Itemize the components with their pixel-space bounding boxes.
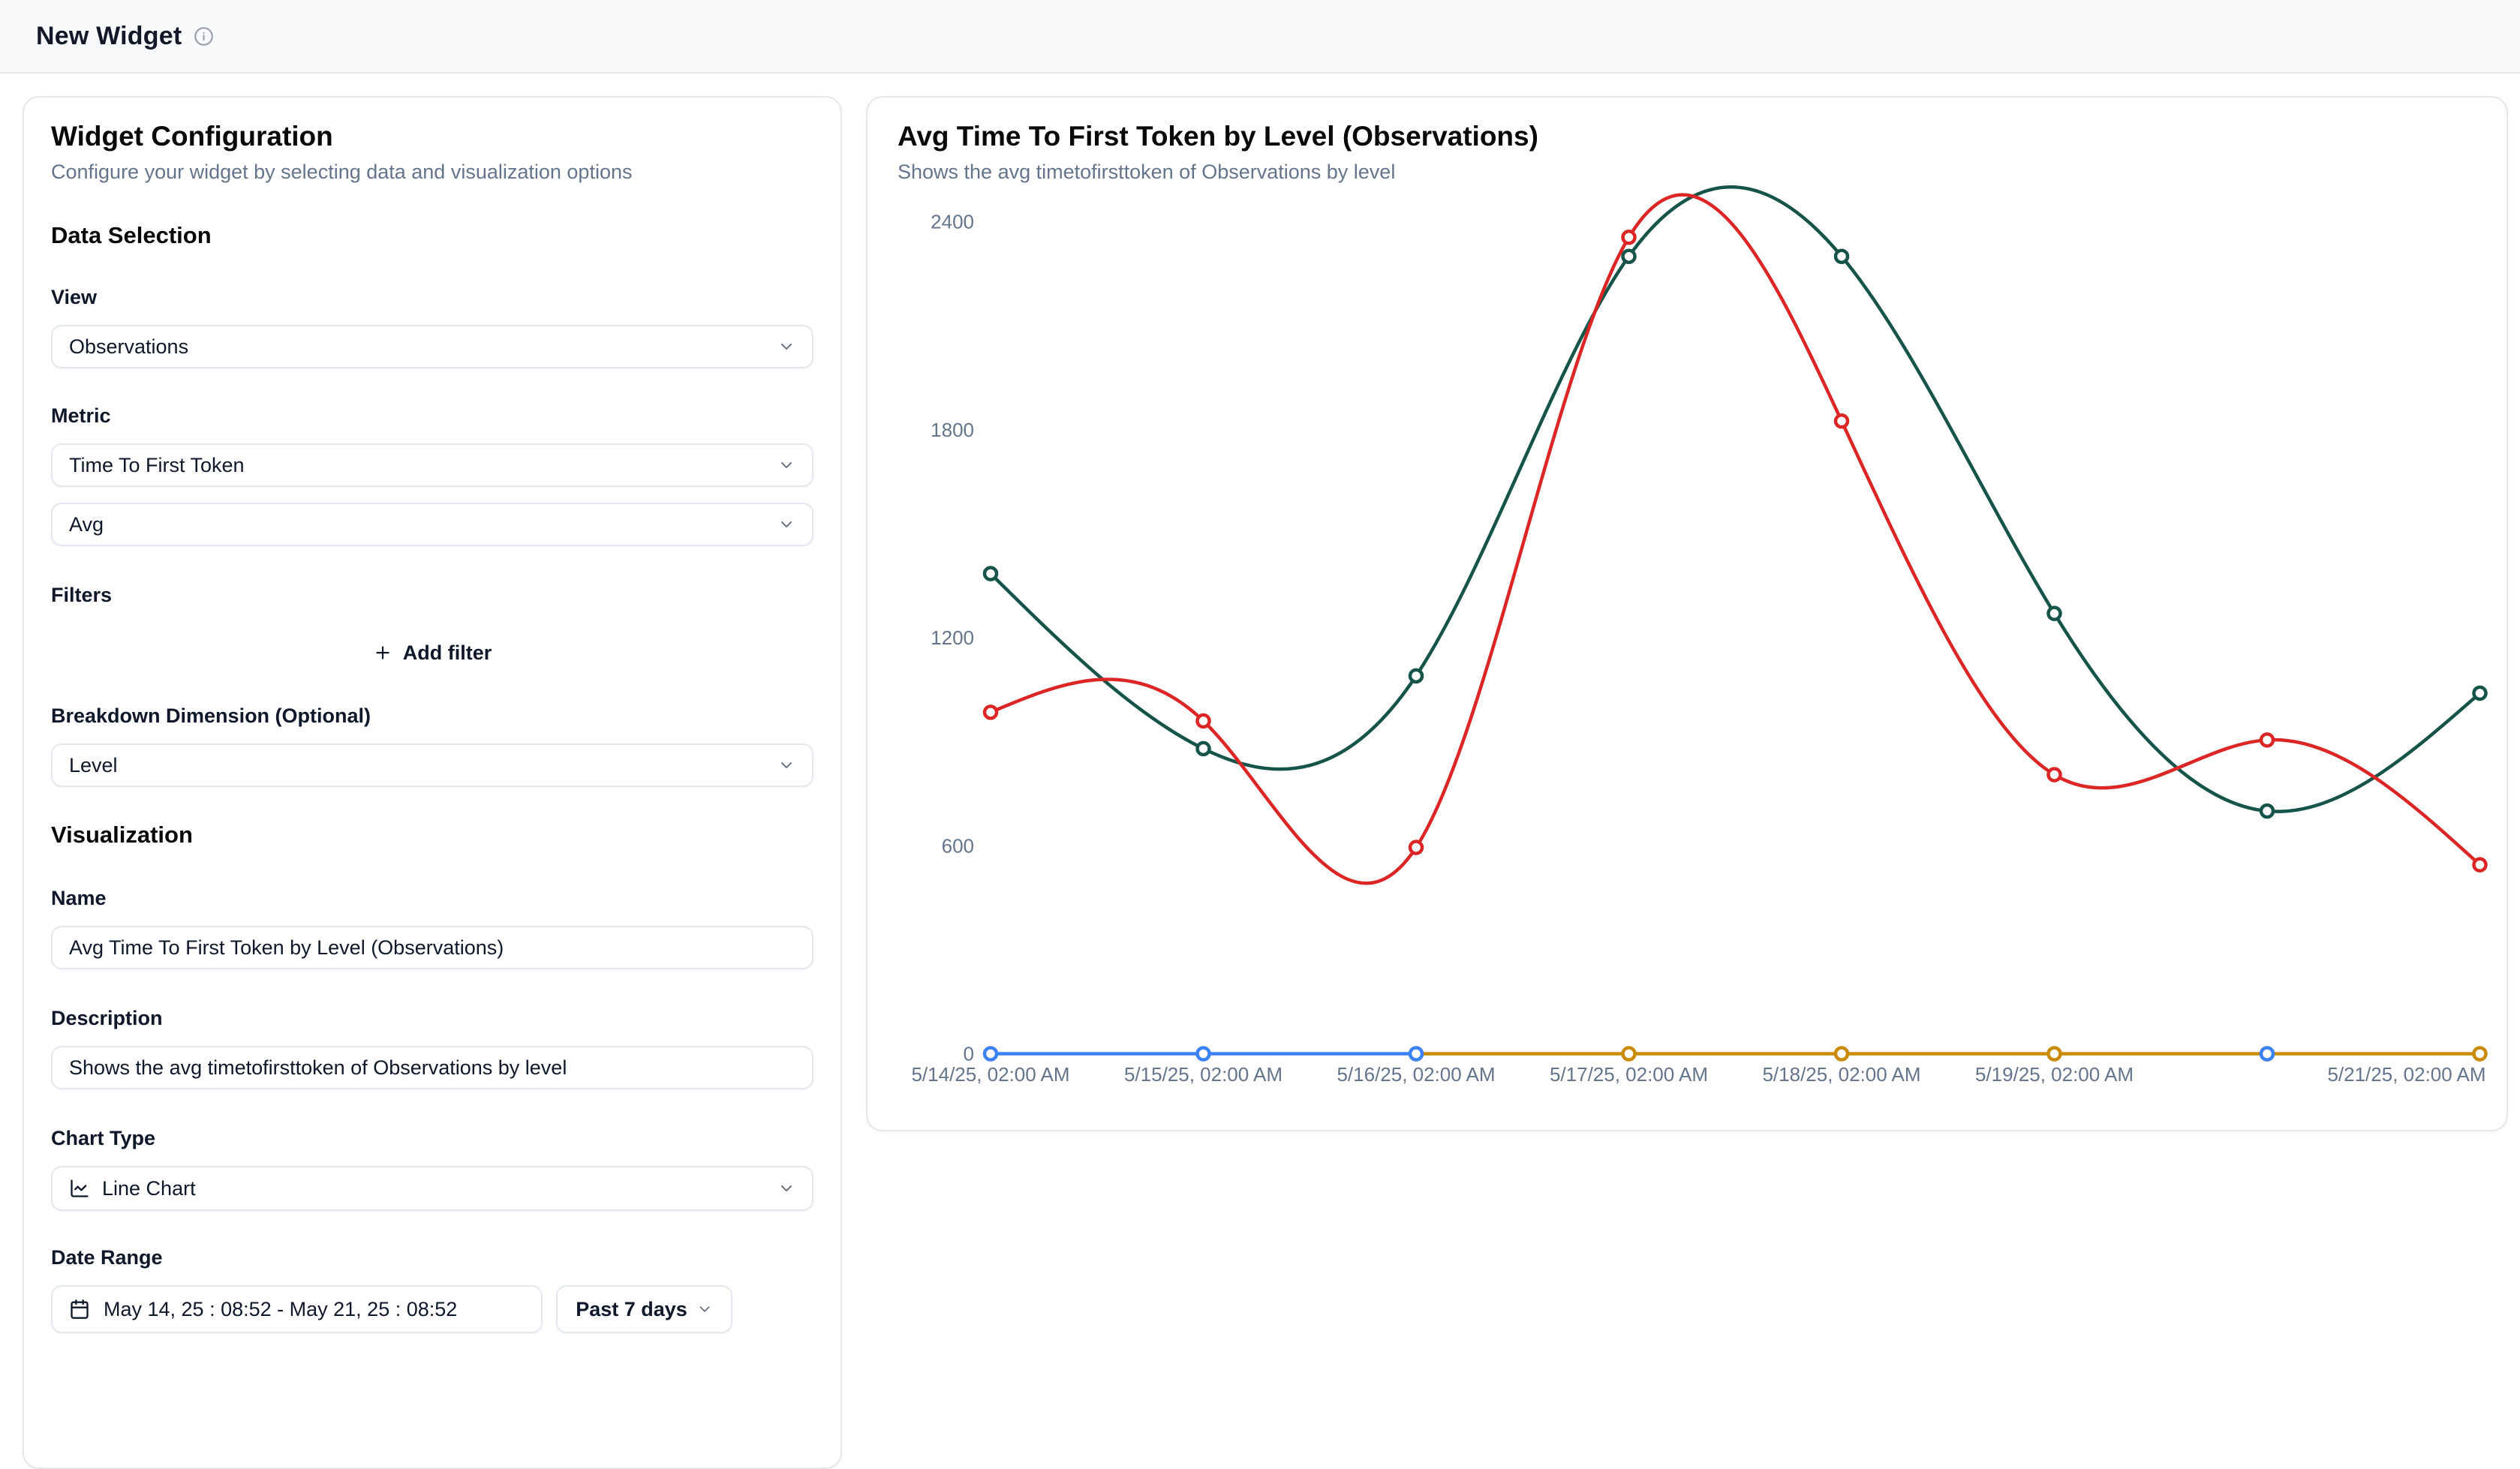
calendar-icon (71, 1299, 89, 1319)
widget-preview-card: Avg Time To First Token by Level (Observ… (866, 96, 2508, 1131)
filters-label: Filters (51, 584, 113, 606)
breakdown-dimension-label: Breakdown Dimension (Optional) (51, 704, 371, 727)
view-label: View (51, 286, 98, 308)
chart-point-line-red[interactable] (1621, 230, 1637, 245)
chart-point-line-teal[interactable] (1833, 248, 1850, 264)
plus-icon (376, 646, 389, 659)
description-label: Description (51, 1007, 163, 1029)
x-axis-tick-label: 5/16/25, 02:00 AM (1337, 1063, 1495, 1086)
chart-point-line-red[interactable] (1833, 413, 1850, 429)
date-range-row: May 14, 25 : 08:52 - May 21, 25 : 08:52 … (51, 1285, 813, 1333)
y-axis-tick-label: 2400 (931, 211, 974, 233)
chart-point-line-red[interactable] (2046, 767, 2062, 783)
chart-point-baseline-amber[interactable] (1621, 1046, 1637, 1062)
aggregation-select[interactable]: Avg (51, 503, 813, 546)
x-axis-tick-label: 5/17/25, 02:00 AM (1550, 1063, 1708, 1086)
y-axis-tick-label: 1800 (931, 419, 974, 441)
x-axis-tick-label: 5/15/25, 02:00 AM (1124, 1063, 1283, 1086)
widget-configuration-card: Widget Configuration Configure your widg… (23, 96, 842, 1469)
metric-label: Metric (51, 404, 111, 427)
date-range-label: Date Range (51, 1246, 163, 1269)
chevron-down-icon (781, 344, 792, 350)
chart-type-select-value: Line Chart (102, 1176, 196, 1200)
page-title: New Widget (36, 21, 182, 50)
chart-point-baseline-amber[interactable] (1833, 1046, 1850, 1062)
x-axis-tick-label: 5/18/25, 02:00 AM (1762, 1063, 1920, 1086)
section-heading-visualization: Visualization (51, 822, 193, 848)
chart-point-line-teal[interactable] (2472, 685, 2488, 701)
chart-point-line-teal[interactable] (1195, 741, 1211, 757)
line-chart-icon (71, 1179, 89, 1197)
date-preset-value: Past 7 days (576, 1297, 687, 1320)
chart-point-baseline-blue[interactable] (982, 1046, 999, 1062)
date-preset-button[interactable]: Past 7 days (556, 1285, 732, 1333)
chart-point-line-teal[interactable] (982, 566, 999, 581)
chevron-down-icon (781, 462, 792, 468)
view-select[interactable]: Observations (51, 325, 813, 368)
y-axis-tick-label: 1200 (931, 626, 974, 649)
add-filter-button[interactable]: Add filter (51, 629, 813, 677)
aggregation-select-value: Avg (69, 512, 104, 536)
chart-point-line-teal[interactable] (1408, 668, 1424, 684)
config-card-subtitle: Configure your widget by selecting data … (51, 161, 633, 183)
section-heading-data-selection: Data Selection (51, 222, 212, 248)
chevron-down-icon (699, 1306, 710, 1312)
info-icon[interactable] (194, 26, 214, 47)
chart-point-line-red[interactable] (2259, 732, 2275, 748)
x-axis-tick-label: 5/14/25, 02:00 AM (911, 1063, 1069, 1086)
config-card-title: Widget Configuration (51, 121, 333, 152)
y-axis-tick-label: 0 (964, 1043, 974, 1065)
chart-line-line-red (988, 193, 2482, 885)
date-range-button[interactable]: May 14, 25 : 08:52 - May 21, 25 : 08:52 (51, 1285, 543, 1333)
chart-point-baseline-blue[interactable] (1408, 1046, 1424, 1062)
y-axis-tick-label: 600 (942, 834, 974, 857)
chart-line-line-teal (988, 185, 2482, 813)
chart-point-line-red[interactable] (982, 704, 999, 720)
chart-point-baseline-amber[interactable] (2046, 1046, 2062, 1062)
chart-point-baseline-blue[interactable] (1195, 1046, 1211, 1062)
chart-title: Avg Time To First Token by Level (Observ… (898, 121, 1538, 152)
chevron-down-icon (781, 1185, 792, 1191)
metric-select[interactable]: Time To First Token (51, 443, 813, 487)
breakdown-dimension-select-value: Level (69, 753, 118, 777)
chart-subtitle: Shows the avg timetofirsttoken of Observ… (898, 161, 1396, 183)
x-axis-tick-label: 5/21/25, 02:00 AM (2327, 1063, 2485, 1086)
page-header: New Widget (0, 0, 2520, 74)
breakdown-dimension-select[interactable]: Level (51, 744, 813, 787)
add-filter-label: Add filter (402, 641, 492, 664)
chart-type-label: Chart Type (51, 1127, 156, 1149)
chart-point-line-teal[interactable] (2259, 803, 2275, 819)
chart-point-line-red[interactable] (1408, 840, 1424, 855)
view-select-value: Observations (69, 335, 189, 358)
chart-type-select[interactable]: Line Chart (51, 1166, 813, 1211)
date-range-value: May 14, 25 : 08:52 - May 21, 25 : 08:52 (104, 1297, 458, 1320)
metric-select-value: Time To First Token (69, 453, 245, 476)
chevron-down-icon (781, 762, 792, 768)
chart-point-line-red[interactable] (2472, 857, 2488, 873)
chart-point-baseline-amber[interactable] (2472, 1046, 2488, 1062)
description-input[interactable] (51, 1046, 813, 1089)
name-label: Name (51, 887, 107, 909)
x-axis-tick-label: 5/19/25, 02:00 AM (1975, 1063, 2134, 1086)
chart-point-baseline-blue-point[interactable] (2259, 1046, 2275, 1062)
chevron-down-icon (781, 521, 792, 527)
chart-point-line-red[interactable] (1195, 713, 1211, 729)
line-chart-svg[interactable]: 0 600 1200 1800 2400 5/14/25, 02:00 AM 5/15/25… (868, 98, 2508, 1131)
chart-point-line-teal[interactable] (2046, 605, 2062, 621)
name-input[interactable] (51, 926, 813, 969)
chart-point-line-teal[interactable] (1621, 248, 1637, 264)
